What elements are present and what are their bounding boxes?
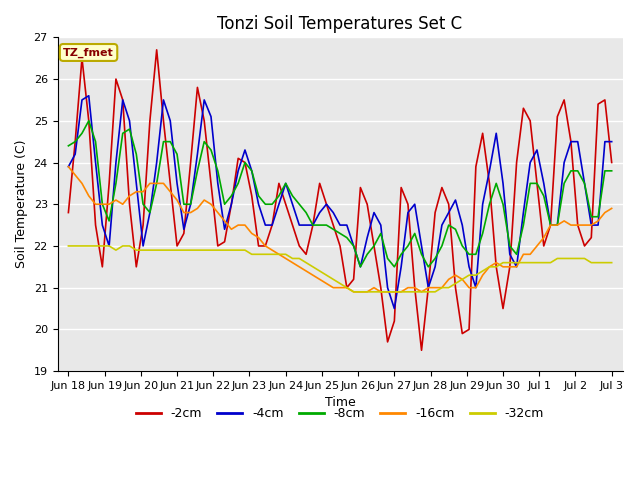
Line: -8cm: -8cm bbox=[68, 121, 612, 267]
-32cm bbox=[560, 255, 568, 261]
Legend: -2cm, -4cm, -8cm, -16cm, -32cm: -2cm, -4cm, -8cm, -16cm, -32cm bbox=[131, 402, 549, 425]
-4cm bbox=[85, 93, 93, 98]
-2cm bbox=[520, 106, 527, 111]
-32cm bbox=[411, 289, 419, 295]
-16cm bbox=[608, 205, 616, 211]
-2cm bbox=[418, 348, 426, 353]
-2cm bbox=[411, 285, 419, 290]
X-axis label: Time: Time bbox=[324, 396, 355, 409]
-16cm bbox=[370, 285, 378, 290]
-4cm bbox=[608, 139, 616, 144]
-16cm bbox=[65, 164, 72, 169]
-8cm bbox=[418, 252, 426, 257]
-2cm bbox=[370, 243, 378, 249]
-8cm bbox=[65, 143, 72, 149]
-16cm bbox=[540, 235, 548, 240]
-8cm bbox=[377, 230, 385, 236]
-16cm bbox=[472, 285, 480, 290]
-8cm bbox=[85, 118, 93, 124]
Text: TZ_fmet: TZ_fmet bbox=[63, 48, 114, 58]
-2cm bbox=[567, 139, 575, 144]
-32cm bbox=[540, 260, 548, 265]
-16cm bbox=[411, 285, 419, 290]
-32cm bbox=[65, 243, 72, 249]
Line: -32cm: -32cm bbox=[68, 246, 612, 292]
-2cm bbox=[608, 160, 616, 166]
-32cm bbox=[472, 272, 480, 278]
-4cm bbox=[567, 139, 575, 144]
-8cm bbox=[608, 168, 616, 174]
Title: Tonzi Soil Temperatures Set C: Tonzi Soil Temperatures Set C bbox=[218, 15, 463, 33]
Y-axis label: Soil Temperature (C): Soil Temperature (C) bbox=[15, 140, 28, 268]
Line: -16cm: -16cm bbox=[68, 167, 612, 292]
-8cm bbox=[547, 222, 554, 228]
Line: -2cm: -2cm bbox=[68, 50, 612, 350]
-8cm bbox=[356, 264, 364, 270]
-4cm bbox=[479, 201, 486, 207]
-32cm bbox=[513, 260, 520, 265]
-2cm bbox=[65, 210, 72, 216]
-4cm bbox=[65, 164, 72, 169]
-32cm bbox=[608, 260, 616, 265]
-4cm bbox=[390, 306, 398, 312]
-32cm bbox=[370, 289, 378, 295]
-2cm bbox=[547, 222, 554, 228]
-16cm bbox=[513, 264, 520, 270]
-2cm bbox=[479, 131, 486, 136]
-4cm bbox=[370, 210, 378, 216]
-8cm bbox=[567, 168, 575, 174]
-8cm bbox=[479, 230, 486, 236]
-16cm bbox=[560, 218, 568, 224]
Line: -4cm: -4cm bbox=[68, 96, 612, 309]
-16cm bbox=[350, 289, 358, 295]
-8cm bbox=[520, 222, 527, 228]
-32cm bbox=[350, 289, 358, 295]
-4cm bbox=[520, 210, 527, 216]
-2cm bbox=[153, 47, 161, 53]
-4cm bbox=[547, 222, 554, 228]
-4cm bbox=[418, 243, 426, 249]
